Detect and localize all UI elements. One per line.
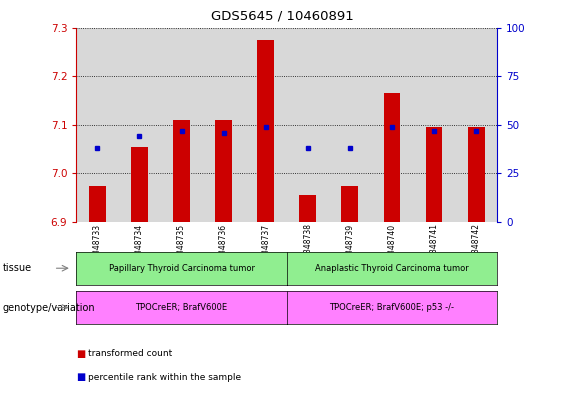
Bar	[119, 28, 160, 222]
Text: percentile rank within the sample: percentile rank within the sample	[88, 373, 241, 382]
Bar	[371, 28, 413, 222]
Text: ■: ■	[76, 349, 85, 359]
Bar	[173, 120, 190, 222]
Bar	[299, 195, 316, 222]
Bar	[287, 28, 329, 222]
Bar	[413, 28, 455, 222]
Bar	[425, 127, 442, 222]
Bar	[76, 28, 119, 222]
Bar	[257, 40, 274, 222]
Text: genotype/variation: genotype/variation	[3, 303, 95, 312]
Text: tissue: tissue	[3, 263, 32, 273]
Text: TPOCreER; BrafV600E: TPOCreER; BrafV600E	[136, 303, 228, 312]
Bar	[89, 185, 106, 222]
Bar	[384, 93, 401, 222]
Bar	[131, 147, 148, 222]
Text: Anaplastic Thyroid Carcinoma tumor: Anaplastic Thyroid Carcinoma tumor	[315, 264, 469, 273]
Text: transformed count: transformed count	[88, 349, 172, 358]
Text: GDS5645 / 10460891: GDS5645 / 10460891	[211, 10, 354, 23]
Bar	[329, 28, 371, 222]
Text: Papillary Thyroid Carcinoma tumor: Papillary Thyroid Carcinoma tumor	[108, 264, 254, 273]
Bar	[202, 28, 245, 222]
Bar	[468, 127, 485, 222]
Bar	[160, 28, 202, 222]
Bar	[341, 185, 358, 222]
Bar	[455, 28, 497, 222]
Bar	[215, 120, 232, 222]
Bar	[245, 28, 287, 222]
Text: ■: ■	[76, 372, 85, 382]
Text: TPOCreER; BrafV600E; p53 -/-: TPOCreER; BrafV600E; p53 -/-	[329, 303, 454, 312]
